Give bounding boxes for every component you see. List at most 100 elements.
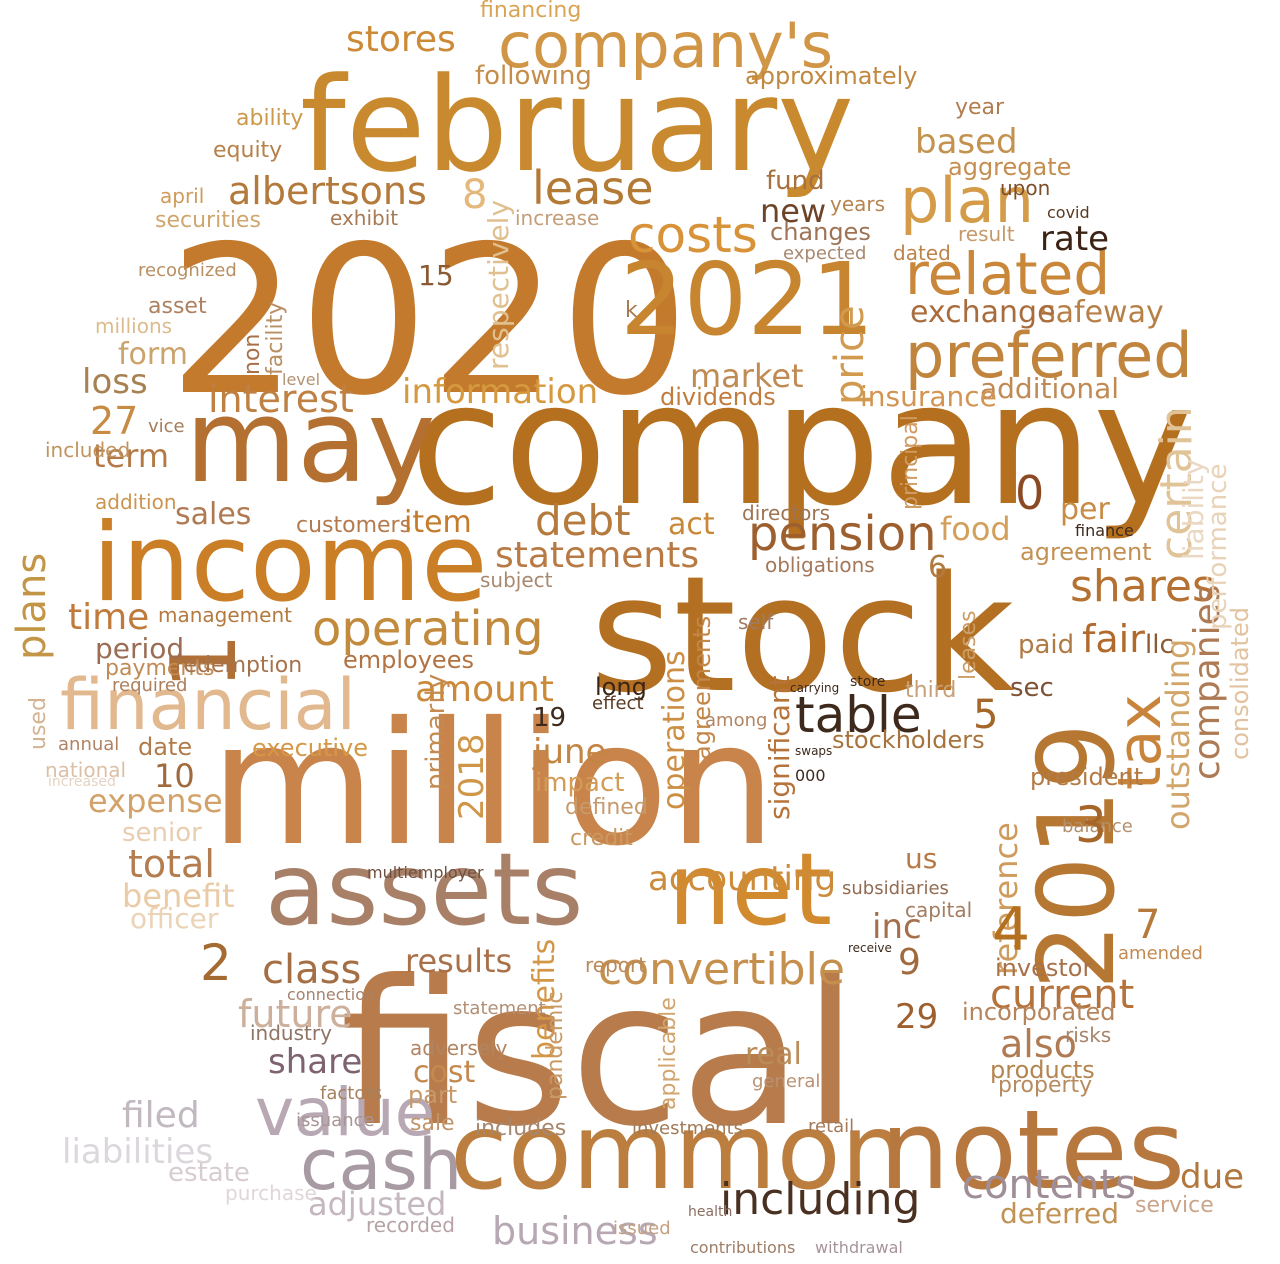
word-withdrawal: withdrawal	[815, 1238, 903, 1257]
word-also: also	[1000, 1022, 1077, 1066]
word-upon: upon	[1000, 176, 1051, 200]
word-required: required	[112, 675, 188, 696]
word-result: result	[958, 222, 1015, 246]
word-benefit: benefit	[122, 877, 235, 915]
word-total: total	[128, 842, 215, 886]
word-property: property	[998, 1073, 1093, 1098]
word-period: period	[95, 632, 185, 665]
word-management: management	[158, 603, 292, 627]
word-companys: company's	[498, 9, 834, 82]
word-value: value	[255, 1074, 436, 1151]
word-defined: defined	[565, 795, 648, 820]
word-exchange: exchange	[910, 295, 1056, 330]
word-safeway: safeway	[1040, 295, 1164, 330]
word-factors: factors	[320, 1083, 383, 1104]
word-equity: equity	[213, 138, 283, 163]
word-millions: millions	[95, 314, 173, 338]
word-sale: sale	[410, 1111, 455, 1136]
word-10: 10	[154, 757, 195, 795]
word-increased: increased	[48, 774, 116, 790]
word-stores: stores	[346, 19, 456, 60]
word-credit: credit	[570, 826, 633, 851]
word-store: store	[850, 674, 886, 690]
word-service: service	[1135, 1193, 1214, 1218]
word-6: 6	[928, 550, 948, 585]
word-income: income	[92, 501, 488, 626]
word-redemption: redemption	[175, 653, 303, 678]
word-may: may	[185, 375, 436, 509]
word-statement: statement	[453, 998, 546, 1019]
word-class: class	[262, 947, 362, 993]
word-inc: inc	[872, 907, 922, 947]
word-contents: contents	[962, 1162, 1136, 1208]
word-payments: payments	[105, 656, 215, 681]
word-liabilities: liabilities	[62, 1132, 214, 1172]
word-due: due	[1180, 1157, 1245, 1197]
word-pension: pension	[748, 506, 937, 562]
word-respectively: respectively	[482, 199, 515, 370]
word-connection: connection	[287, 985, 376, 1004]
word-applicable: applicable	[656, 997, 681, 1110]
word-long: long	[595, 673, 647, 701]
word-includes: includes	[475, 1116, 567, 1141]
word-issued: issued	[613, 1218, 671, 1239]
word-new: new	[760, 192, 827, 230]
word-us: us	[905, 842, 938, 875]
word-obligations: obligations	[765, 553, 875, 577]
word-information: information	[402, 372, 599, 412]
word-following: following	[475, 61, 592, 91]
word-29: 29	[895, 997, 939, 1037]
word-shares: shares	[1070, 561, 1215, 612]
word-agreement: agreement	[1020, 538, 1152, 566]
word-market: market	[690, 357, 804, 395]
word-effect: effect	[592, 693, 644, 714]
word-common: common	[450, 1091, 908, 1213]
word-contributions: contributions	[690, 1238, 796, 1257]
word-food: food	[940, 510, 1011, 548]
word-notes: notes	[880, 1086, 1186, 1214]
word-year: year	[955, 95, 1005, 120]
word-asset: asset	[148, 294, 207, 319]
word-investor: investor	[995, 954, 1093, 982]
word-rate: rate	[1040, 219, 1110, 259]
word-recorded: recorded	[366, 1213, 455, 1237]
word-net: net	[668, 831, 833, 948]
word-cost: cost	[413, 1055, 476, 1090]
word-purchase: purchase	[225, 1181, 317, 1205]
word-directors: directors	[742, 501, 831, 525]
word-convertible: convertible	[598, 944, 845, 995]
word-executive: executive	[252, 734, 369, 762]
word-self: self	[738, 610, 774, 634]
word-liability: liability	[1177, 458, 1210, 560]
word-february: february	[300, 49, 855, 201]
word-lease: lease	[532, 161, 654, 215]
word-subject: subject	[480, 568, 553, 592]
word-dated: dated	[893, 241, 951, 265]
word-products: products	[990, 1056, 1095, 1084]
word-third: third	[905, 678, 957, 703]
word-changes: changes	[770, 218, 871, 246]
word-date: date	[138, 733, 193, 761]
word-primarily: primarily	[421, 673, 451, 790]
word-share: share	[268, 1042, 363, 1082]
word-per: per	[1060, 492, 1110, 527]
word-27: 27	[90, 399, 139, 443]
word-additional: additional	[980, 372, 1120, 405]
word-president: president	[1030, 763, 1144, 791]
word-customers: customers	[296, 513, 412, 538]
word-aggregate: aggregate	[948, 153, 1072, 181]
word-annual: annual	[58, 734, 120, 755]
word-industry: industry	[250, 1021, 332, 1045]
word-sec: sec	[1010, 673, 1054, 703]
word-officer: officer	[130, 902, 219, 935]
word-current: current	[990, 972, 1135, 1018]
word-results: results	[405, 942, 513, 980]
word-adjusted: adjusted	[308, 1185, 447, 1223]
word-dividends: dividends	[660, 383, 776, 411]
word-adversely: adversely	[410, 1036, 508, 1060]
word-subsidiaries: subsidiaries	[842, 878, 949, 899]
word-cash: cash	[300, 1124, 463, 1206]
word-among: among	[705, 710, 768, 731]
word-pandemic: pandemic	[543, 991, 568, 1100]
word-company: company	[410, 346, 1194, 544]
